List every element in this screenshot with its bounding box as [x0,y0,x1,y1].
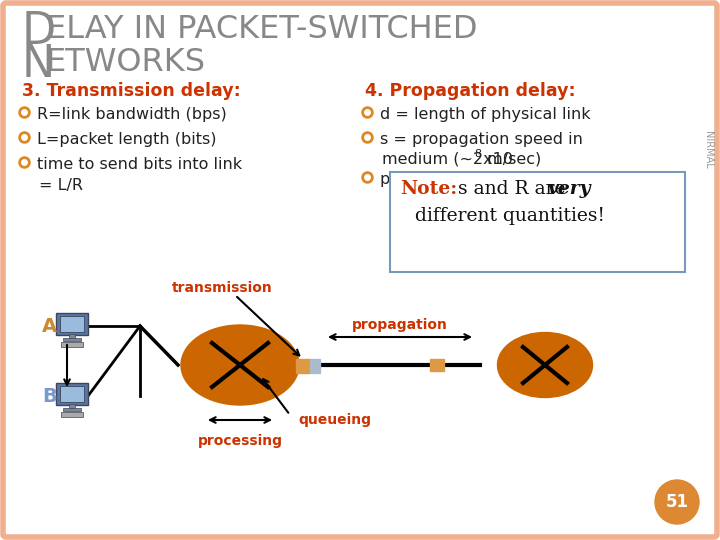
Ellipse shape [181,325,299,405]
Text: different quantities!: different quantities! [415,207,605,225]
Text: processing: processing [197,434,282,448]
Text: Note:: Note: [400,180,457,198]
Text: propagation delay = d/s: propagation delay = d/s [380,172,574,187]
Text: propagation: propagation [352,318,448,332]
Bar [56,383,88,405]
Bar [56,313,88,335]
Bar [296,359,310,373]
Ellipse shape [498,333,593,397]
Text: A: A [42,316,57,335]
Bar [61,342,83,347]
Text: 8: 8 [474,149,481,159]
Text: queueing: queueing [298,413,371,427]
Text: time to send bits into link: time to send bits into link [37,157,242,172]
Bar [69,404,75,408]
Text: ELAY IN PACKET-SWITCHED: ELAY IN PACKET-SWITCHED [46,14,477,45]
Text: NIRMAL: NIRMAL [703,131,713,169]
Text: s = propagation speed in: s = propagation speed in [380,132,583,147]
Text: m/sec): m/sec) [482,152,541,167]
Text: D: D [22,10,56,53]
Bar [63,338,81,341]
Text: R=link bandwidth (bps): R=link bandwidth (bps) [37,107,227,122]
Text: 51: 51 [665,493,688,511]
Bar [60,316,84,332]
Text: B: B [42,387,57,406]
Bar [60,386,84,402]
Bar [61,412,83,417]
Text: transmission: transmission [171,281,272,295]
Text: medium (~2x10: medium (~2x10 [382,152,513,167]
Text: = L/R: = L/R [39,178,83,193]
Circle shape [655,480,699,524]
Text: d = length of physical link: d = length of physical link [380,107,590,122]
Text: s and R are: s and R are [452,180,572,198]
FancyBboxPatch shape [390,172,685,272]
Text: very: very [548,180,592,198]
Text: N: N [22,43,55,86]
Text: ETWORKS: ETWORKS [46,47,206,78]
Bar [63,408,81,411]
FancyBboxPatch shape [3,3,717,537]
Bar [69,334,75,338]
Bar [430,359,444,371]
Text: 3. Transmission delay:: 3. Transmission delay: [22,82,240,100]
Bar [310,359,320,373]
Text: L=packet length (bits): L=packet length (bits) [37,132,217,147]
Text: 4. Propagation delay:: 4. Propagation delay: [365,82,575,100]
